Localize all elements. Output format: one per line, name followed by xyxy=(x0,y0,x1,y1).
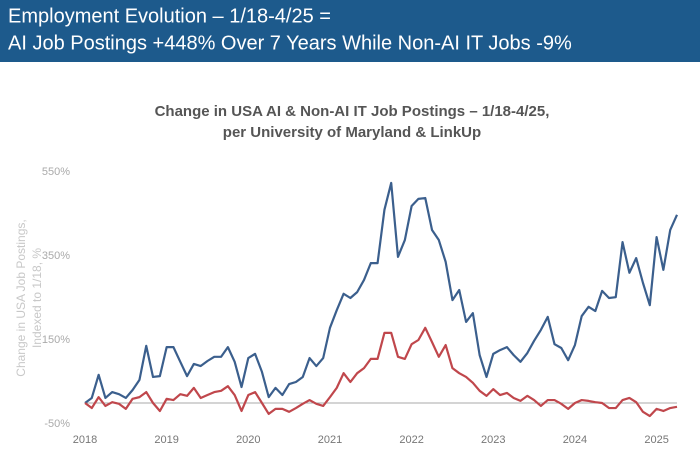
header-title: Employment Evolution – 1/18-4/25 = xyxy=(8,5,331,27)
x-tick-label: 2022 xyxy=(399,434,423,446)
x-tick-label: 2018 xyxy=(73,434,97,446)
series-line xyxy=(84,326,678,418)
chart-title: per University of Maryland & LinkUp xyxy=(223,124,481,141)
x-tick-label: 2025 xyxy=(644,434,668,446)
y-tick-label: -50% xyxy=(44,418,70,430)
y-label-line: Indexed to 1/18, % xyxy=(30,248,44,348)
y-tick-label: 550% xyxy=(42,166,70,178)
y-label: Change in USA Job Postings, Indexed to 1… xyxy=(14,219,44,376)
x-tick-label: 2023 xyxy=(481,434,505,446)
y-tick-label: 150% xyxy=(42,334,70,346)
chart-title: Change in USA AI & Non-AI IT Job Posting… xyxy=(155,103,550,120)
x-tick-label: 2020 xyxy=(236,434,260,446)
x-tick-label: 2024 xyxy=(563,434,587,446)
y-tick-label: 350% xyxy=(42,250,70,262)
x-tick-label: 2019 xyxy=(154,434,178,446)
x-tick-label: 2021 xyxy=(318,434,342,446)
series-line xyxy=(84,181,679,404)
header-subtitle: AI Job Postings +448% Over 7 Years While… xyxy=(8,32,572,54)
header-band xyxy=(0,0,700,62)
y-label-line: Change in USA Job Postings, xyxy=(14,219,28,376)
